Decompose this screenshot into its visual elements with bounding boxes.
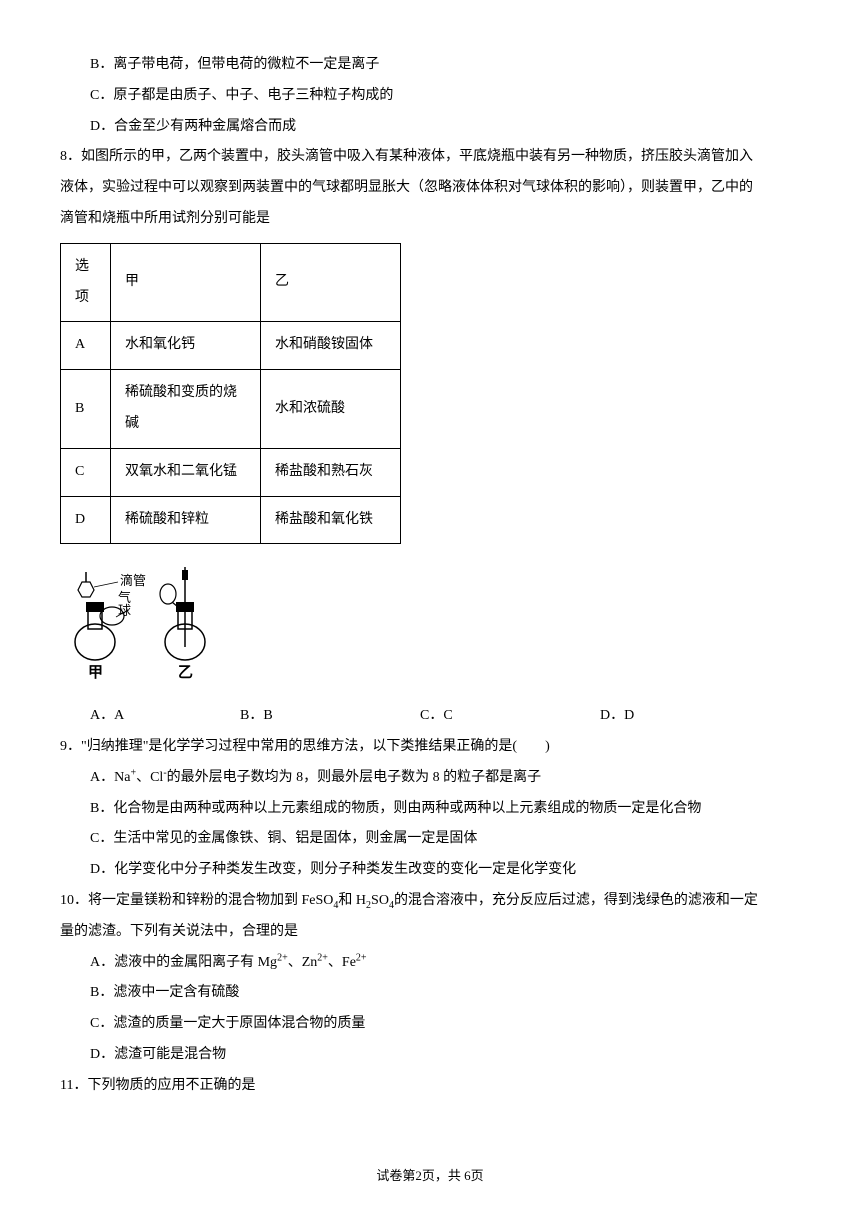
flask-apparatus-icon: 滴管 气 球 甲 乙	[60, 552, 230, 682]
option-text: C．生活中常见的金属像铁、铜、铝是固体，则金属一定是固体	[90, 831, 477, 846]
superscript: 2+	[277, 952, 288, 963]
superscript: 2+	[317, 952, 328, 963]
table-cell: B	[61, 370, 111, 449]
q7-option-c: C．原子都是由质子、中子、电子三种粒子构成的	[40, 81, 820, 112]
footer-text: 试卷第2页，共 6页	[376, 1168, 483, 1183]
table-cell: 水和氧化钙	[111, 322, 261, 370]
option-text: B．滤液中一定含有硫酸	[90, 985, 239, 1000]
option-text: C．原子都是由质子、中子、电子三种粒子构成的	[90, 88, 393, 103]
table-cell: 稀盐酸和熟石灰	[261, 448, 401, 496]
table-row: D 稀硫酸和锌粒 稀盐酸和氧化铁	[61, 496, 401, 544]
option-text: 、Zn	[288, 955, 318, 970]
table-header-cell: 乙	[261, 243, 401, 322]
q9-option-b: B．化合物是由两种或两种以上元素组成的物质，则由两种或两种以上元素组成的物质一定…	[40, 794, 820, 825]
dropper-label: 滴管	[120, 573, 146, 588]
q10-option-d: D．滤渣可能是混合物	[40, 1040, 820, 1071]
stem-text: 液体，实验过程中可以观察到两装置中的气球都明显胀大（忽略液体体积对气球体积的影响…	[60, 180, 753, 195]
option-text: D．化学变化中分子种类发生改变，则分子种类发生改变的变化一定是化学变化	[90, 862, 576, 877]
q8-table: 选项 甲 乙 A 水和氧化钙 水和硝酸铵固体 B 稀硫酸和变质的烧碱 水和浓硫酸…	[60, 243, 401, 545]
q7-option-b: B．离子带电荷，但带电荷的微粒不一定是离子	[40, 50, 820, 81]
q11-stem: 11．下列物质的应用不正确的是	[40, 1071, 820, 1102]
page-footer: 试卷第2页，共 6页	[40, 1162, 820, 1191]
option-text: B．离子带电荷，但带电荷的微粒不一定是离子	[90, 57, 379, 72]
table-row: C 双氧水和二氧化锰 稀盐酸和熟石灰	[61, 448, 401, 496]
stem-text: 和 H	[338, 893, 366, 908]
table-cell: D	[61, 496, 111, 544]
option-text: D．合金至少有两种金属熔合而成	[90, 119, 296, 134]
q8-option-a: A．A	[90, 701, 240, 732]
stem-text: SO	[371, 893, 389, 908]
q8-diagram: 滴管 气 球 甲 乙	[60, 552, 820, 695]
table-cell: 稀硫酸和锌粒	[111, 496, 261, 544]
stem-text: 的混合溶液中，充分反应后过滤，得到浅绿色的滤液和一定	[394, 893, 758, 908]
table-header-cell: 选项	[61, 243, 111, 322]
stem-text: 量的滤渣。下列有关说法中，合理的是	[60, 924, 298, 939]
q8-options: A．A B．B C．C D．D	[40, 701, 820, 732]
q10-option-a: A．滤液中的金属阳离子有 Mg2+、Zn2+、Fe2+	[40, 948, 820, 979]
table-cell: 稀硫酸和变质的烧碱	[111, 370, 261, 449]
q8-stem-line1: 8．如图所示的甲，乙两个装置中，胶头滴管中吸入有某种液体，平底烧瓶中装有另一种物…	[40, 142, 820, 173]
stem-text: 9．"归纳推理"是化学学习过程中常用的思维方法，以下类推结果正确的是( )	[60, 739, 550, 754]
q8-option-c: C．C	[420, 701, 600, 732]
table-cell: C	[61, 448, 111, 496]
table-cell: A	[61, 322, 111, 370]
q9-option-a: A．Na+、Cl-的最外层电子数均为 8，则最外层电子数为 8 的粒子都是离子	[40, 763, 820, 794]
q8-option-b: B．B	[240, 701, 420, 732]
table-header-cell: 甲	[111, 243, 261, 322]
yi-label: 乙	[178, 665, 193, 681]
stem-text: 10．将一定量镁粉和锌粉的混合物加到 FeSO	[60, 893, 333, 908]
table-row: A 水和氧化钙 水和硝酸铵固体	[61, 322, 401, 370]
q9-stem: 9．"归纳推理"是化学学习过程中常用的思维方法，以下类推结果正确的是( )	[40, 732, 820, 763]
superscript: 2+	[356, 952, 367, 963]
table-row: B 稀硫酸和变质的烧碱 水和浓硫酸	[61, 370, 401, 449]
table-cell: 稀盐酸和氧化铁	[261, 496, 401, 544]
jia-label: 甲	[88, 664, 103, 681]
option-text: 的最外层电子数均为 8，则最外层电子数为 8 的粒子都是离子	[167, 770, 542, 785]
option-text: 、Fe	[328, 955, 356, 970]
option-text: B．化合物是由两种或两种以上元素组成的物质，则由两种或两种以上元素组成的物质一定…	[90, 801, 701, 816]
option-text: A．Na	[90, 770, 130, 785]
q10-option-b: B．滤液中一定含有硫酸	[40, 978, 820, 1009]
q10-stem-line2: 量的滤渣。下列有关说法中，合理的是	[40, 917, 820, 948]
option-text: 、Cl	[136, 770, 163, 785]
q8-option-d: D．D	[600, 701, 720, 732]
stem-text: 滴管和烧瓶中所用试剂分别可能是	[60, 211, 270, 226]
table-cell: 水和浓硫酸	[261, 370, 401, 449]
q7-option-d: D．合金至少有两种金属熔合而成	[40, 112, 820, 143]
stem-text: 11．下列物质的应用不正确的是	[60, 1078, 255, 1093]
q9-option-c: C．生活中常见的金属像铁、铜、铝是固体，则金属一定是固体	[40, 824, 820, 855]
q10-option-c: C．滤渣的质量一定大于原固体混合物的质量	[40, 1009, 820, 1040]
option-text: A．滤液中的金属阳离子有 Mg	[90, 955, 277, 970]
q8-stem-line3: 滴管和烧瓶中所用试剂分别可能是	[40, 204, 820, 235]
table-row: 选项 甲 乙	[61, 243, 401, 322]
table-cell: 水和硝酸铵固体	[261, 322, 401, 370]
balloon-label-2: 球	[118, 603, 131, 618]
option-text: C．滤渣的质量一定大于原固体混合物的质量	[90, 1016, 365, 1031]
table-cell: 双氧水和二氧化锰	[111, 448, 261, 496]
q8-stem-line2: 液体，实验过程中可以观察到两装置中的气球都明显胀大（忽略液体体积对气球体积的影响…	[40, 173, 820, 204]
stem-text: 8．如图所示的甲，乙两个装置中，胶头滴管中吸入有某种液体，平底烧瓶中装有另一种物…	[60, 149, 753, 164]
option-text: D．滤渣可能是混合物	[90, 1047, 226, 1062]
q10-stem-line1: 10．将一定量镁粉和锌粉的混合物加到 FeSO4和 H2SO4的混合溶液中，充分…	[40, 886, 820, 917]
q9-option-d: D．化学变化中分子种类发生改变，则分子种类发生改变的变化一定是化学变化	[40, 855, 820, 886]
